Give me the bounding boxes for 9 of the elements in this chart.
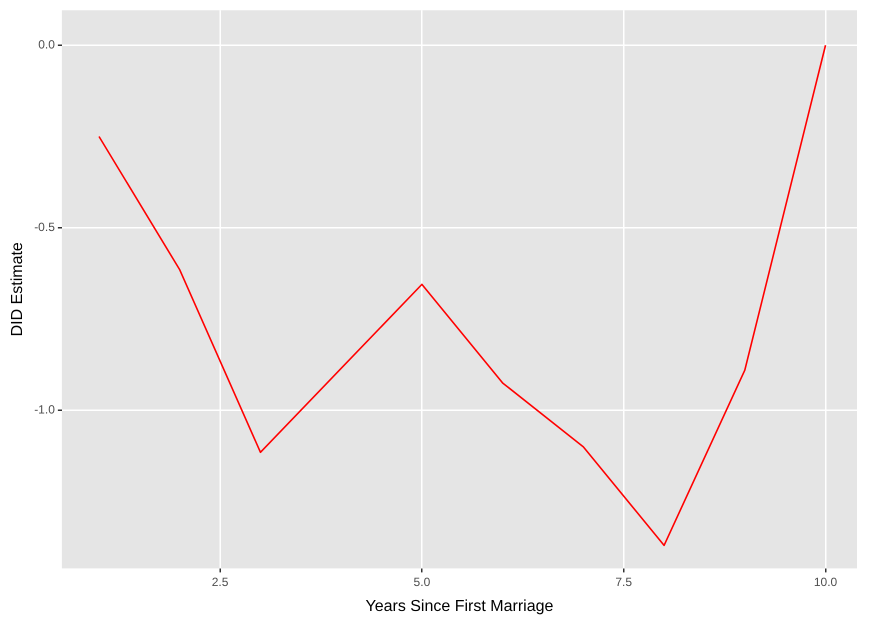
x-tick-label: 5.0 (414, 574, 431, 589)
y-tick-label: 0.0 (38, 38, 56, 52)
x-tick-label: 2.5 (212, 574, 229, 589)
y-tick-label: -0.5 (34, 220, 56, 234)
y-tick-label: -1.0 (34, 402, 56, 417)
x-tick-label: 7.5 (615, 574, 632, 589)
y-axis-title: DID Estimate (9, 242, 26, 336)
x-axis-title: Years Since First Marriage (365, 598, 554, 615)
x-tick-label: 10.0 (814, 574, 838, 589)
